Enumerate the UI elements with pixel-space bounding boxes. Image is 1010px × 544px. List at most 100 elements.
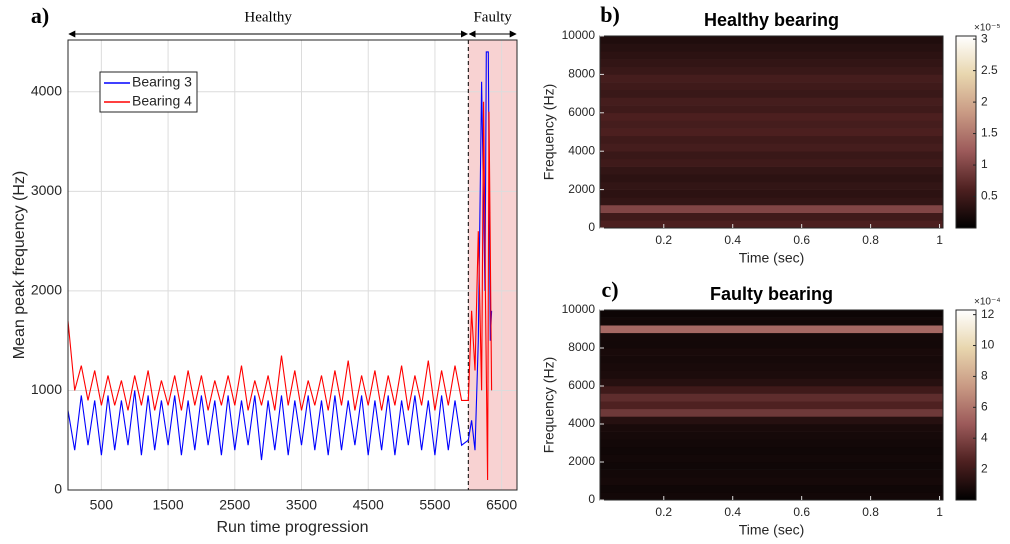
spectrogram-band [600,477,943,486]
y-tick-label: 4000 [568,143,595,157]
spectrogram-band [600,51,943,60]
colorbar [955,35,977,229]
spectrogram-band [600,143,943,152]
spectrogram-band [600,43,943,52]
spectrogram-band [600,97,943,106]
y-tick-label: 10000 [562,28,596,42]
chart-title: Faulty bearing [710,284,833,304]
y-tick-label: 4000 [568,416,595,430]
colorbar-tick-label: 10 [981,338,995,352]
spectrogram-band [600,105,943,114]
spectrogram-band [600,317,943,326]
y-tick-label: 1000 [31,381,62,397]
spectrogram-band [600,74,943,83]
colorbar-tick-label: 1 [981,157,988,171]
legend-label: Bearing 3 [132,74,192,90]
x-tick-label: 1500 [152,497,183,513]
region-label: Faulty [473,9,512,25]
legend-label: Bearing 4 [132,93,192,109]
y-tick-label: 2000 [31,282,62,298]
x-tick-label: 4500 [353,497,384,513]
x-tick-label: 6500 [486,497,517,513]
spectrogram-band [600,166,943,175]
y-tick-label: 2000 [568,182,595,196]
spectrogram-band [600,332,943,341]
spectrogram-band [600,66,943,75]
spectrogram-band [600,135,943,144]
colorbar-tick-label: 6 [981,399,988,413]
x-tick-label: 0.2 [655,505,672,519]
colorbar [955,309,977,501]
y-axis-label: Mean peak frequency (Hz) [11,171,28,360]
spectrogram-band [600,89,943,98]
colorbar-tick-label: 2.5 [981,63,998,77]
spectrogram-band [600,363,943,372]
x-tick-label: 3500 [286,497,317,513]
spectrogram-band [600,220,943,229]
spectrogram-band [600,378,943,387]
colorbar-tick-label: 2 [981,461,988,475]
colorbar-tick-label: 3 [981,31,988,45]
y-tick-label: 2000 [568,454,595,468]
spectrogram-band [600,416,943,425]
x-tick-label: 0.6 [793,505,810,519]
spectrogram-band [600,174,943,183]
x-tick-label: 0.6 [793,233,810,247]
y-tick-label: 4000 [31,82,62,98]
spectrogram-band [600,325,943,334]
colorbar-exponent: ×10⁻⁴ [974,297,1001,308]
spectrogram-band [600,204,943,213]
x-tick-label: 1 [936,505,943,519]
spectrogram-band [600,401,943,410]
y-axis-label: Frequency (Hz) [541,84,557,180]
spectrogram-band [600,386,943,394]
spectrogram-band [600,446,943,455]
spectrogram-band [600,197,943,206]
spectrogram-band [600,484,943,493]
y-tick-label: 6000 [568,378,595,392]
panel-label: a) [31,3,49,28]
x-tick-label: 0.4 [724,233,741,247]
data-line [67,51,493,461]
axes-box [599,35,944,229]
x-tick-label: 0.4 [724,505,741,519]
spectrogram-band [600,128,943,137]
spectrogram-band [600,424,943,432]
chart-title: Healthy bearing [704,10,839,30]
x-tick-label: 500 [90,497,114,513]
spectrogram-band [600,120,943,129]
spectrogram-band [600,158,943,167]
panel-label: b) [600,2,620,27]
colorbar-tick-label: 12 [981,307,995,321]
spectrogram-band [600,370,943,379]
axes-box [599,309,944,501]
spectrogram-band [600,112,943,121]
y-axis-label: Frequency (Hz) [541,357,557,453]
y-tick-label: 0 [588,492,595,506]
colorbar-tick-label: 0.5 [981,189,998,203]
x-axis-label: Run time progression [216,519,368,536]
spectrogram-band [600,462,943,470]
axes-box [67,39,518,491]
colorbar-tick-label: 4 [981,430,988,444]
y-tick-label: 3000 [31,182,62,198]
colorbar-tick-label: 1.5 [981,126,998,140]
x-tick-label: 0.8 [862,233,879,247]
x-tick-label: 0.2 [655,233,672,247]
spectrogram-band [600,82,943,91]
region-label: Healthy [244,9,292,25]
x-tick-label: 0.8 [862,505,879,519]
spectrogram-band [600,393,943,402]
spectrogram-band [600,189,943,198]
y-tick-label: 0 [54,481,62,497]
spectrogram-band [600,469,943,478]
spectrogram-band [600,439,943,448]
spectrogram-band [600,348,943,356]
legend-box [99,71,198,113]
y-tick-label: 8000 [568,340,595,354]
y-tick-label: 0 [588,220,595,234]
spectrogram-band [600,355,943,364]
colorbar-tick-label: 8 [981,369,988,383]
spectrogram-band [600,59,943,68]
